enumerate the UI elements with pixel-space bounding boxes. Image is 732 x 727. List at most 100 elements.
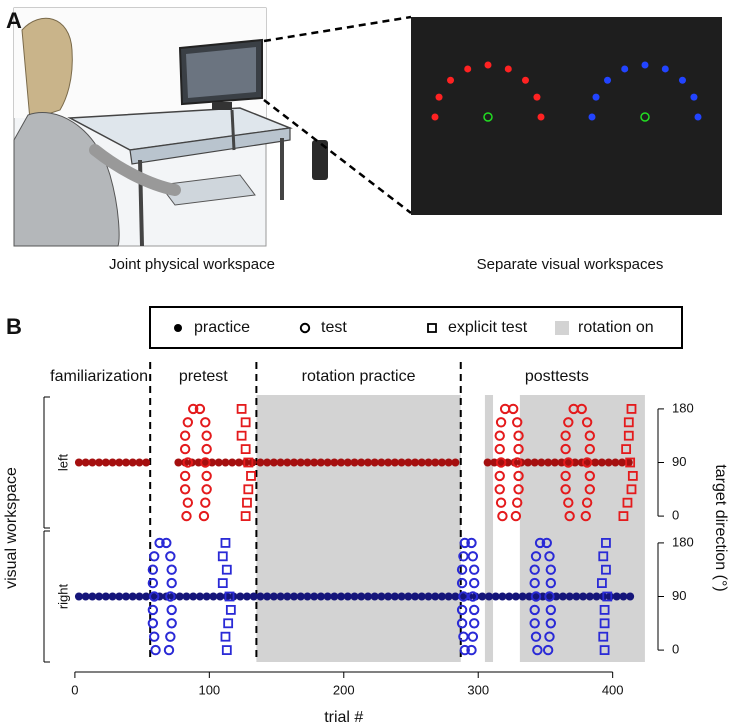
explicit-square [622, 497, 633, 508]
test-circle [541, 537, 552, 549]
practice-dot [74, 458, 83, 467]
test-circle [560, 443, 571, 455]
legend-label: explicit test [448, 319, 528, 336]
practice-dot [296, 592, 305, 601]
test-circle [564, 510, 575, 522]
practice-dot [585, 592, 594, 601]
practice-dot [444, 458, 453, 467]
test-circle [580, 510, 591, 522]
test-circle [529, 577, 540, 589]
practice-dot [626, 592, 635, 601]
test-circle [179, 484, 191, 495]
test-circle [581, 497, 593, 508]
test-circle [466, 537, 477, 549]
practice-dot [497, 458, 506, 467]
test-circle [182, 457, 194, 468]
phase-label: rotation practice [302, 368, 416, 385]
test-circle [513, 484, 524, 495]
test-circle [459, 537, 470, 549]
practice-dot [88, 592, 97, 601]
test-circle [150, 644, 161, 656]
practice-dot [377, 592, 386, 601]
legend-label: practice [194, 319, 250, 336]
explicit-square [427, 323, 437, 333]
test-circle [456, 577, 468, 589]
test-circle [544, 591, 555, 602]
practice-dot [216, 592, 225, 601]
practice-dot [283, 458, 292, 467]
target-dot [521, 76, 529, 84]
practice-dot [483, 458, 492, 467]
phase-label: posttests [525, 368, 589, 385]
test-circle [544, 631, 555, 642]
y-tick-label: 0 [672, 508, 679, 523]
test-circle [581, 417, 593, 428]
phase-label: pretest [179, 368, 228, 385]
target-dot [431, 113, 439, 121]
practice-dot [558, 592, 567, 601]
practice-dot [249, 592, 258, 601]
rotation-shade [484, 395, 494, 662]
practice-dot [234, 458, 243, 467]
explicit-square [220, 631, 231, 642]
practice-dot [523, 458, 532, 467]
practice-dot [276, 592, 285, 601]
y-tick-label: 0 [672, 642, 679, 657]
test-circle [149, 591, 160, 602]
explicit-square [240, 417, 251, 428]
test-circle [530, 591, 542, 602]
test-circle [459, 644, 470, 656]
practice-dot [390, 592, 399, 601]
test-circle [507, 403, 519, 415]
test-circle [166, 618, 177, 629]
test-circle [529, 564, 540, 575]
test-circle [456, 564, 468, 575]
legend-label: rotation on [578, 319, 654, 336]
test-circle [576, 403, 587, 415]
practice-dot [330, 592, 339, 601]
practice-dot [537, 458, 546, 467]
explicit-square [217, 578, 228, 589]
practice-dot [337, 592, 346, 601]
test-circle [584, 470, 596, 482]
practice-dot [357, 592, 366, 601]
test-circle [201, 430, 212, 441]
test-circle [542, 644, 554, 656]
test-circle [495, 457, 507, 468]
practice-dot [256, 458, 265, 467]
target-dot [464, 65, 472, 73]
practice-dot [618, 458, 627, 467]
practice-dot [337, 458, 346, 467]
target-dot [504, 65, 512, 73]
practice-dot [478, 592, 487, 601]
panel-label: B [6, 314, 22, 339]
test-circle [494, 470, 505, 482]
test-circle [584, 484, 596, 495]
practice-dot [597, 458, 606, 467]
practice-dot [444, 592, 453, 601]
test-circle [545, 577, 557, 589]
test-circle [467, 631, 479, 642]
practice-dot [263, 458, 272, 467]
zoom-line [263, 15, 412, 43]
explicit-square [627, 470, 638, 481]
test-circle [200, 457, 211, 468]
practice-dot [175, 592, 184, 601]
test-circle [545, 618, 557, 629]
explicit-square [220, 538, 231, 548]
target-dot [690, 93, 698, 101]
practice-dot [437, 592, 446, 601]
test-circle [513, 430, 524, 441]
practice-dot [256, 592, 265, 601]
test-circle [181, 510, 192, 522]
practice-dot [221, 458, 230, 467]
practice-dot [404, 458, 413, 467]
practice-dot [545, 592, 554, 601]
explicit-square [598, 631, 609, 642]
x-tick-label: 400 [602, 682, 624, 697]
y-tick-label: 90 [672, 454, 686, 469]
target-dot [621, 65, 629, 73]
y-axis-title: target direction (°) [712, 464, 729, 591]
explicit-square [599, 618, 610, 629]
test-circle [495, 497, 507, 508]
